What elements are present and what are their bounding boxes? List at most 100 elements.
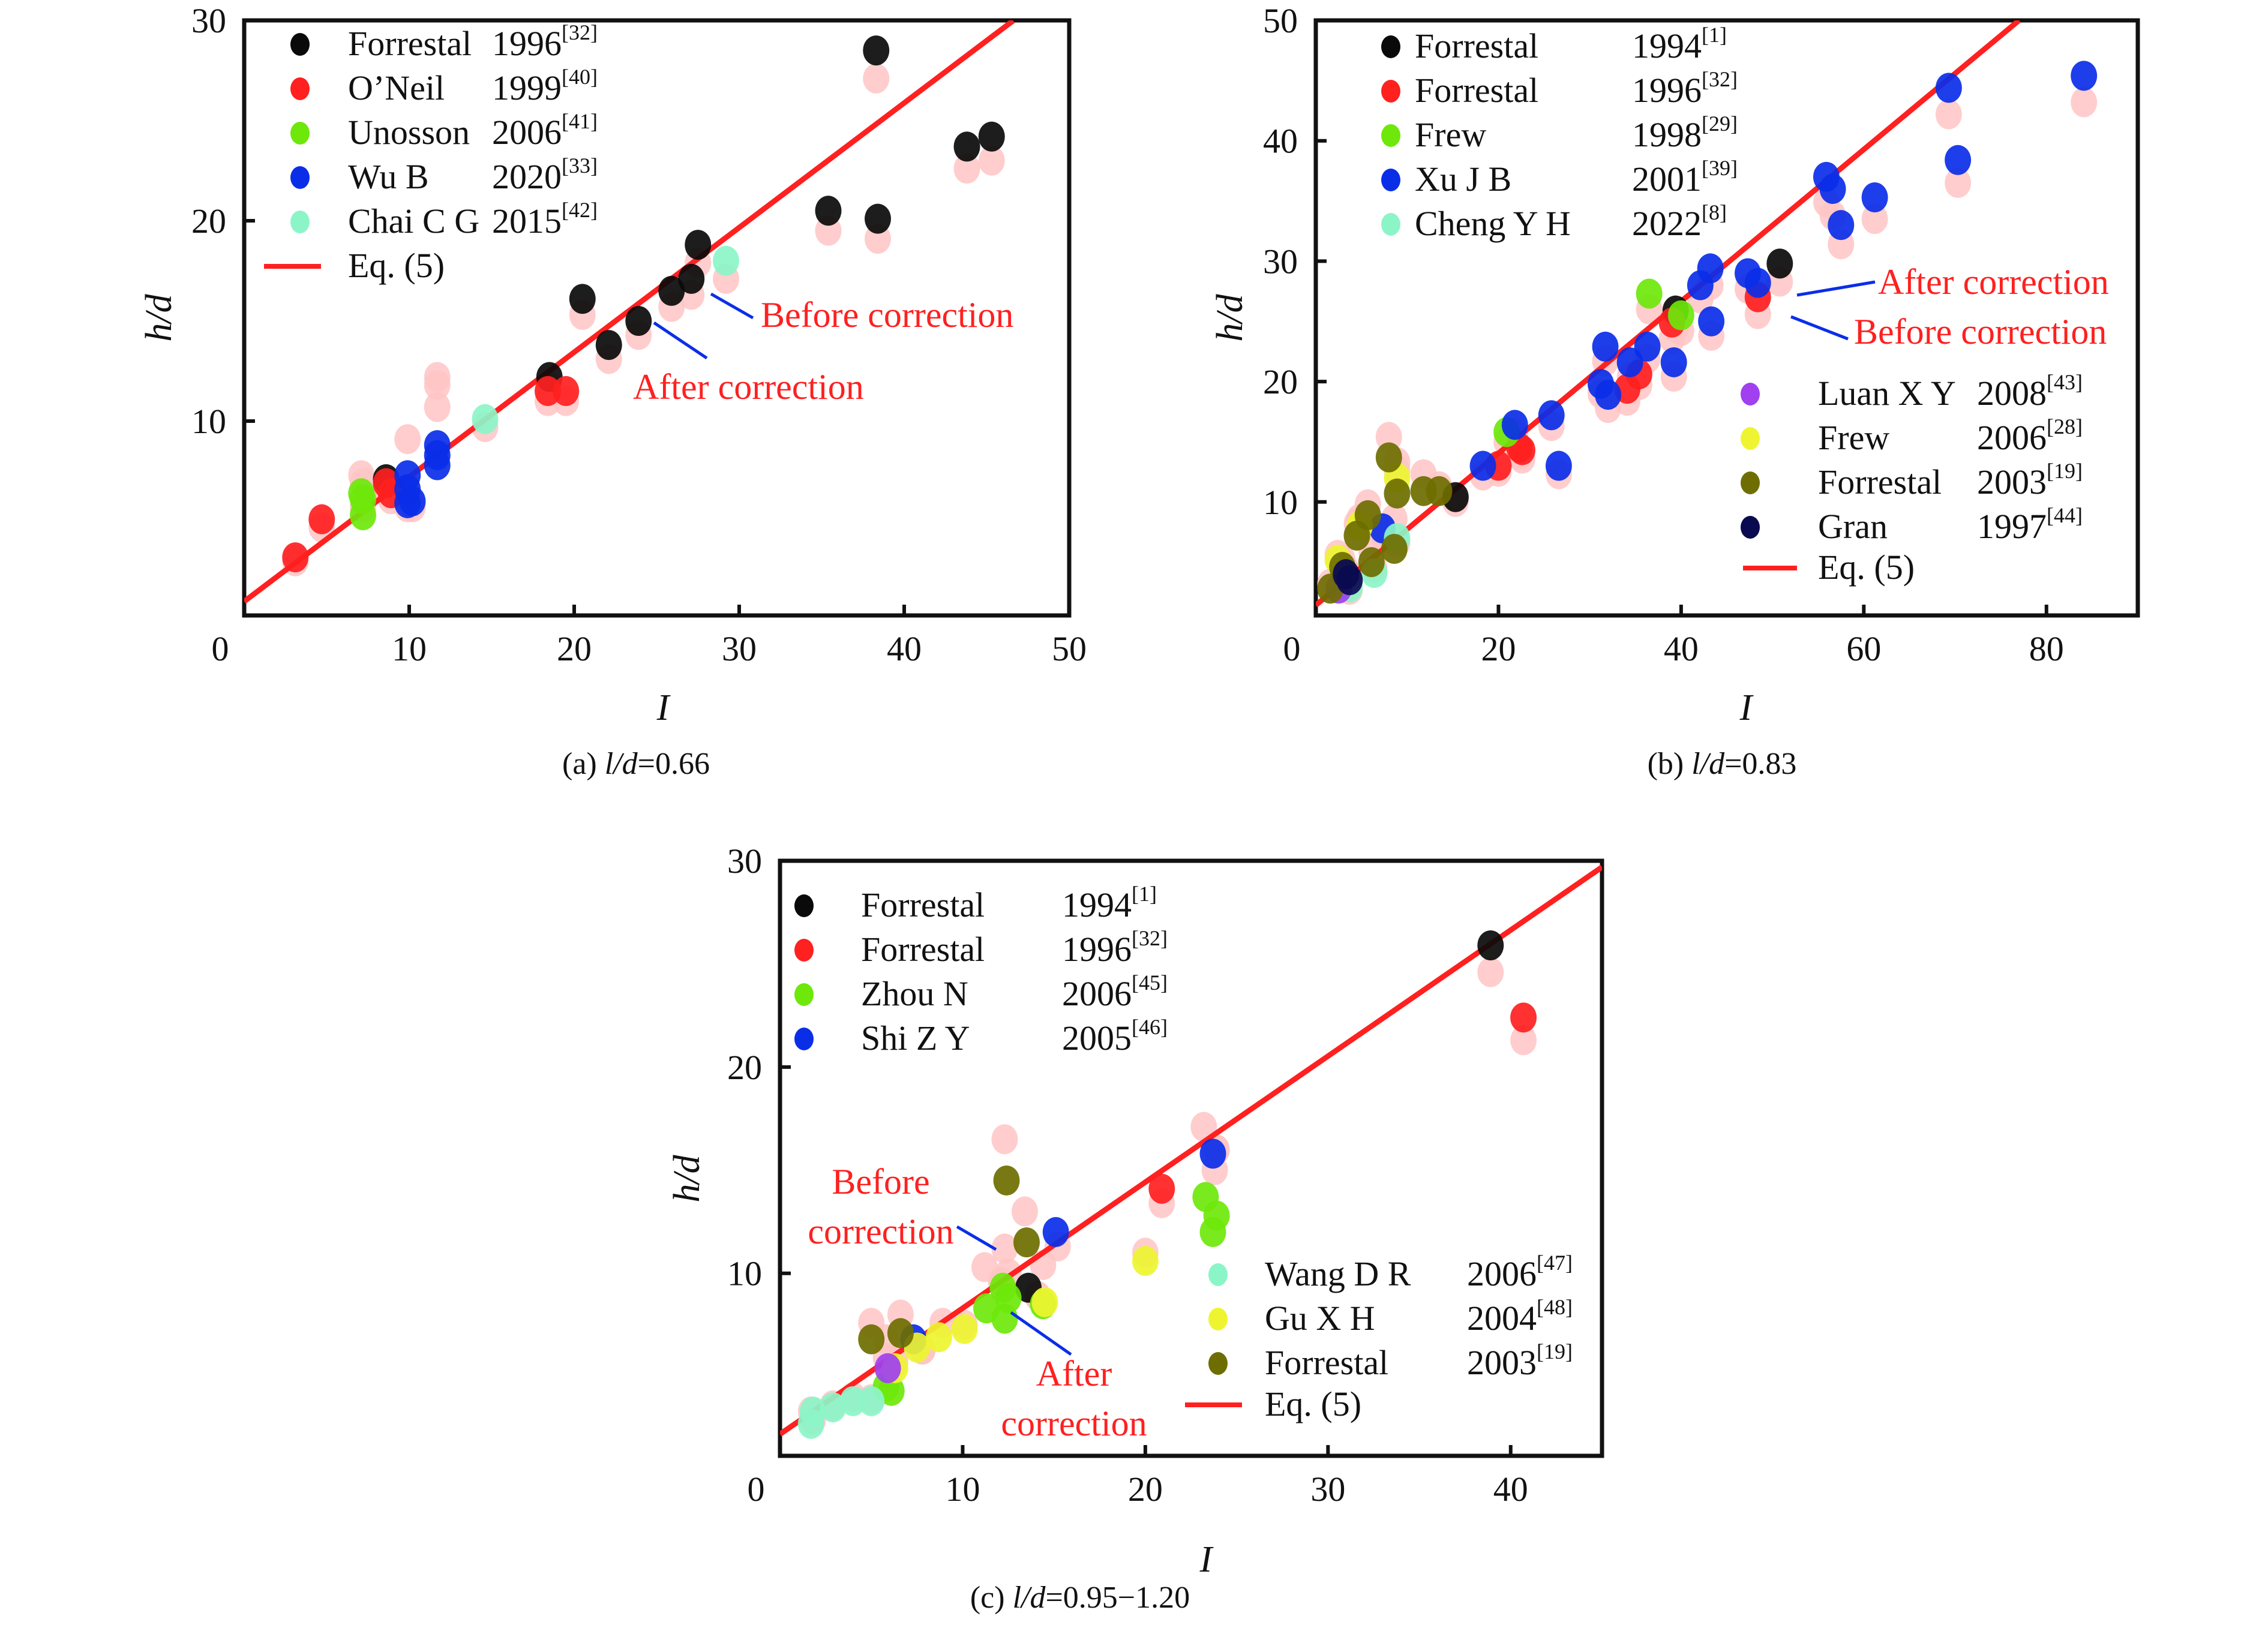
x-tick-label: 0 [212,629,229,668]
before-point-zhou-n-2006 [991,1233,1018,1264]
legend-author: Forrestal [861,930,985,969]
y-tick-label: 10 [727,1254,762,1293]
legend-group-1: Forrestal 1994[1] Forrestal 1996[32] Zhou N 2… [794,882,1168,1058]
legend-author: Forrestal [1818,462,1942,501]
after-point-wang-d-r-2006 [839,1386,866,1416]
legend-year-value: 2006 [1062,974,1132,1013]
after-point-o-neil-1999 [553,376,580,406]
x-tick-label: 40 [887,629,922,668]
after-point-forrestal-1996 [678,263,705,294]
legend-reference: [41] [562,109,598,133]
after-point-xu-j-b-2001 [1469,450,1496,481]
legend-author: Chai C G [348,202,479,241]
legend-group-1: Forrestal 1994[1] Forrestal 1996[32] Frew 199… [1381,23,1738,243]
after-point-frew-1998 [1667,300,1694,331]
legend-author: Forrestal [861,885,985,924]
legend-marker [1208,1352,1228,1375]
annotation-label-after: After correction [633,367,864,407]
after-point-o-neil-1999 [282,542,309,573]
after-point-forrestal-2003 [993,1165,1020,1196]
legend-year-value: 1994 [1632,26,1702,65]
legend-reference: [40] [562,65,598,89]
panel-caption: (c) l/d=0.95−1.20 [970,1581,1190,1615]
after-point-forrestal-2003 [1426,476,1453,506]
after-point-wu-b-2020 [424,450,451,480]
legend-reference: [43] [2047,370,2083,394]
legend-marker [1381,169,1400,191]
legend-year: 1996[32] [1062,926,1168,969]
x-tick-label: 40 [1664,629,1699,668]
after-point-unosson-2006 [350,500,376,530]
legend-year-value: 1997 [1977,507,2047,546]
x-tick-label: 30 [1310,1470,1345,1509]
legend-reference: [19] [2047,459,2083,483]
legend-marker [1741,471,1760,494]
panel-caption: (a) l/d=0.66 [562,747,710,781]
after-point-xu-j-b-2001 [1592,331,1619,362]
x-axis-title: I [1199,1539,1214,1580]
annotation-label-before: Before correction [761,295,1013,335]
after-point-xu-j-b-2001 [1819,173,1846,204]
after-point-forrestal-2003 [1384,478,1411,509]
legend-year: 1997[44] [1977,503,2083,546]
y-tick-label: 20 [191,202,226,241]
caption-prefix: (c) [970,1581,1013,1615]
before-point-forrestal-1996 [863,63,890,94]
legend-year-value: 2020 [492,157,562,196]
before-point-xu-j-b-2001 [2071,87,2098,118]
plot-frame [242,18,1072,618]
legend-reference: [1] [1702,23,1727,47]
data-layer [1316,20,2098,608]
after-point-gran-1997 [1336,565,1363,596]
after-point-luan-x-y-x [874,1353,901,1383]
legend-year: 2006[47] [1467,1251,1573,1293]
y-tick-label: 30 [1263,242,1298,281]
annotation-label-before: correction [808,1212,953,1251]
legend-reference: [29] [1702,112,1738,136]
caption-prefix: (b) [1648,747,1692,781]
legend-year-value: 1999 [492,68,562,107]
after-point-forrestal-1994 [1477,930,1504,960]
after-point-wang-d-r-2006 [820,1392,847,1423]
legend-author: Forrestal [1415,71,1538,110]
legend-year-value: 1996 [1632,71,1702,110]
legend-marker [794,894,814,917]
y-tick-label: 10 [191,402,226,441]
after-point-xu-j-b-2001 [1698,306,1725,337]
legend-year-value: 2005 [1062,1019,1132,1058]
y-axis-title: h/d [667,1154,707,1202]
legend-reference: [1] [1132,882,1157,906]
after-point-forrestal-1996 [625,306,652,337]
legend-marker [290,122,310,145]
x-tick-label: 40 [1493,1470,1528,1509]
legend-fit-label: Eq. (5) [348,246,445,285]
y-tick-label: 30 [727,842,762,881]
annotation-label-before: Before [832,1162,929,1202]
legend-reference: [32] [1702,67,1738,91]
y-tick-label: 10 [1263,483,1298,522]
after-point-xu-j-b-2001 [1660,347,1687,377]
legend-year: 2006[28] [1977,414,2083,457]
legend-year: 2015[42] [492,198,598,241]
after-point-chai-c-g-2015 [713,245,739,276]
caption-value: =0.66 [638,747,710,781]
after-point-forrestal-1996 [1148,1173,1175,1204]
legend-year: 1999[40] [492,65,598,107]
after-point-xu-j-b-2001 [2071,61,2098,91]
legend-fit-label: Eq. (5) [1818,548,1915,587]
annotation-leader-after [1010,1311,1072,1356]
legend-year-value: 1996 [492,24,562,63]
after-point-xu-j-b-2001 [1501,410,1528,440]
x-tick-label: 10 [392,629,427,668]
legend-author: Wu B [348,157,429,196]
after-point-gu-x-h-2004 [951,1314,978,1344]
legend-author: Cheng Y H [1415,204,1571,243]
y-tick-label: 20 [727,1048,762,1087]
legend-marker [1381,213,1400,236]
panel-a: 0 10 20 30 40 50 10 20 30 Ih/d (a) l/d=0.66 Before … [139,1,1087,781]
before-point-xu-j-b-2001 [1945,167,1972,198]
after-point-xu-j-b-2001 [1697,253,1724,284]
before-point-forrestal-2003 [991,1124,1018,1155]
data-layer [244,20,1015,604]
